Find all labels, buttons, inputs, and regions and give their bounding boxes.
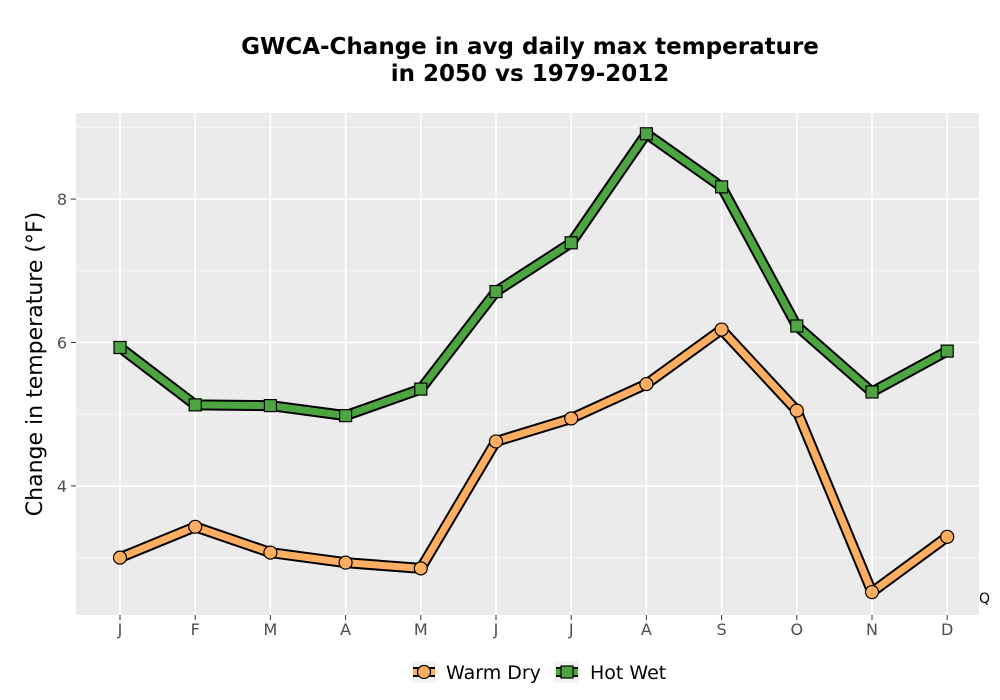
series-hot-wet <box>113 127 954 423</box>
x-tick-label: J <box>117 620 123 639</box>
y-axis-ticks: 4 6 8 <box>57 190 76 496</box>
chart-title-line-1: GWCA-Change in avg daily max temperature <box>241 34 819 60</box>
x-tick-label: A <box>340 620 351 639</box>
data-point-hot-wet <box>188 398 202 412</box>
data-point-hot-wet <box>790 319 804 333</box>
series-warm-dry <box>112 322 955 600</box>
legend-label-warm-dry: Warm Dry <box>446 662 541 684</box>
data-point-hot-wet <box>489 284 503 299</box>
y-tick-label: 8 <box>57 190 67 209</box>
data-point-warm-dry <box>413 561 428 576</box>
x-tick-label: A <box>641 620 652 639</box>
x-tick-label: M <box>414 620 428 639</box>
legend-key-marker <box>560 665 574 679</box>
data-point-warm-dry <box>488 434 504 449</box>
data-point-hot-wet <box>940 344 954 358</box>
data-point-hot-wet <box>263 398 277 413</box>
legend-item-hot-wet: Hot Wet <box>555 661 666 684</box>
data-point-warm-dry <box>714 322 729 337</box>
data-point-warm-dry <box>188 519 203 534</box>
data-point-hot-wet <box>339 409 353 423</box>
data-point-warm-dry <box>639 376 654 392</box>
x-tick-label: O <box>791 620 804 639</box>
data-point-warm-dry <box>864 584 880 600</box>
y-tick-label: 6 <box>57 333 67 352</box>
data-point-hot-wet <box>564 236 578 250</box>
x-tick-label: F <box>191 620 200 639</box>
x-tick-label: J <box>568 620 574 639</box>
x-tick-label: S <box>717 620 727 639</box>
y-tick-label: 4 <box>57 477 67 496</box>
x-tick-label: J <box>493 620 499 639</box>
data-point-hot-wet <box>714 180 729 194</box>
data-point-hot-wet <box>639 127 654 141</box>
x-tick-label: M <box>263 620 277 639</box>
data-point-warm-dry <box>789 403 804 418</box>
series-line-hot-wet <box>116 130 951 420</box>
data-point-warm-dry <box>940 529 955 544</box>
data-point-warm-dry <box>338 555 353 570</box>
legend-item-warm-dry: Warm Dry <box>412 661 541 684</box>
x-tick-label: N <box>866 620 878 639</box>
data-point-warm-dry <box>564 411 579 426</box>
series-line-warm-dry <box>116 326 951 596</box>
data-point-hot-wet <box>865 385 879 399</box>
legend: Warm Dry Hot Wet <box>412 661 666 684</box>
chart-title-line-2: in 2050 vs 1979-2012 <box>391 61 670 87</box>
legend-key-marker <box>416 664 432 680</box>
y-axis-title: Change in temperature (°F) <box>23 212 48 516</box>
x-tick-label: D <box>941 620 953 639</box>
data-point-hot-wet <box>113 340 127 355</box>
data-point-hot-wet <box>414 382 428 396</box>
plot-panel <box>76 113 979 615</box>
data-point-warm-dry <box>112 550 128 565</box>
legend-label-hot-wet: Hot Wet <box>590 662 666 684</box>
corner-note: Q <box>979 591 990 607</box>
data-point-warm-dry <box>263 545 278 560</box>
series-layer <box>112 127 955 600</box>
